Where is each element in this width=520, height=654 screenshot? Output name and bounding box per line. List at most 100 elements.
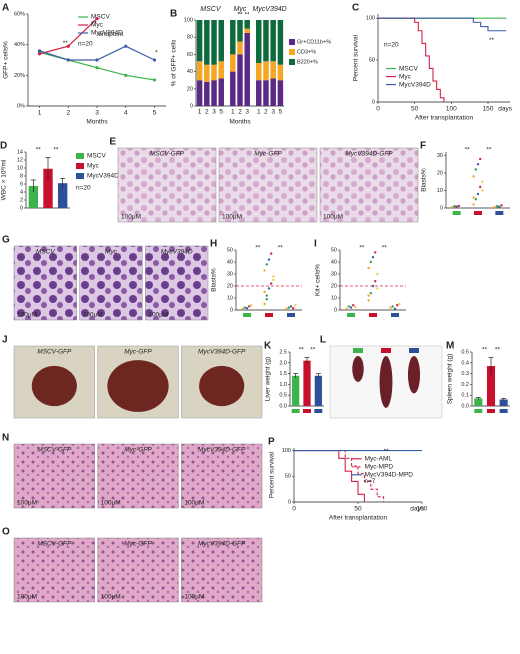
legend-label: Gr+CD11b+% xyxy=(297,39,331,45)
point xyxy=(95,17,99,21)
y-tick-label: 4 xyxy=(20,189,23,195)
y-tick-label: 8 xyxy=(20,173,23,179)
caption: Myc xyxy=(105,249,118,256)
dot xyxy=(367,266,370,270)
x-tick-label: 2 xyxy=(66,110,70,117)
panel-label: G xyxy=(2,235,10,246)
dot xyxy=(479,185,482,189)
y-tick-label: 2.5 xyxy=(279,349,287,355)
bar-segment xyxy=(263,80,269,106)
dot xyxy=(474,168,477,171)
caption: MycV394D xyxy=(161,249,193,256)
x-tick-label: 2 xyxy=(264,109,268,116)
legend-swatch xyxy=(76,153,84,159)
bar-segment xyxy=(230,54,236,72)
bar-segment xyxy=(270,61,276,79)
bar xyxy=(303,360,311,406)
dot xyxy=(493,205,497,209)
bar-segment xyxy=(237,54,243,106)
liver xyxy=(199,365,245,407)
y-tick-label: 0.5 xyxy=(279,393,287,399)
x-tick-label: 5 xyxy=(219,109,223,116)
dot xyxy=(243,306,246,309)
point xyxy=(152,78,157,82)
dot xyxy=(376,272,379,276)
bar-segment xyxy=(196,80,203,106)
y-tick-label: 30 xyxy=(331,271,337,277)
group-swatch xyxy=(499,409,508,413)
scale-label: 100μM xyxy=(83,312,103,319)
bar-segment xyxy=(204,20,210,65)
annotation: ** xyxy=(382,244,388,251)
bar-segment xyxy=(256,20,262,63)
y-tick-label: 2 xyxy=(20,197,23,203)
y-tick-label: 40 xyxy=(187,69,193,75)
micrograph xyxy=(117,147,217,223)
scale-label: 100μM xyxy=(121,214,141,221)
annotation: ** xyxy=(486,146,492,153)
dot xyxy=(476,163,480,166)
y-axis-label: GFP+ cells% xyxy=(3,41,10,79)
y-tick-label: 1.5 xyxy=(279,371,287,377)
spleen xyxy=(352,356,364,382)
dot xyxy=(272,275,275,278)
dot xyxy=(500,204,503,207)
bar-segment xyxy=(218,78,224,106)
dot xyxy=(292,307,295,310)
y-axis-label: WBC × 10³/ml xyxy=(1,159,8,200)
micrograph xyxy=(13,537,95,603)
y-tick-label: 40% xyxy=(14,42,25,48)
point xyxy=(95,66,99,70)
legend-swatch xyxy=(76,173,84,179)
dot xyxy=(367,294,370,297)
group-swatch xyxy=(474,211,482,215)
panel-label: D xyxy=(0,141,7,152)
bar-segment xyxy=(196,61,203,81)
legend-label: Myc-AML xyxy=(365,456,393,463)
bar-segment xyxy=(256,80,262,106)
bar xyxy=(292,375,300,406)
caption: Myc-GFP xyxy=(124,541,152,548)
annotation: * xyxy=(155,49,158,56)
annotation: ** xyxy=(255,244,261,251)
annotation: ** xyxy=(482,347,488,354)
y-tick-label: 60 xyxy=(187,52,193,58)
dot xyxy=(367,299,370,302)
scale-label: 100μM xyxy=(323,214,343,221)
panel-label: F xyxy=(420,141,426,152)
y-tick-label: 60% xyxy=(14,11,25,17)
dot xyxy=(495,205,499,208)
legend-label: MycV394D xyxy=(91,30,123,37)
dot xyxy=(354,305,357,309)
bar-segment xyxy=(277,80,284,106)
bar xyxy=(474,398,483,406)
y-tick-label: 12 xyxy=(17,157,23,163)
y-tick-label: 100 xyxy=(282,448,291,454)
y-tick-label: 10 xyxy=(437,188,443,194)
x-tick-label: 50 xyxy=(411,106,419,113)
spleen xyxy=(379,356,393,408)
x-tick-label: 3 xyxy=(271,109,275,116)
bar-segment xyxy=(270,20,276,62)
scale-label: 100μM xyxy=(184,594,204,601)
point xyxy=(124,73,128,77)
annotation: ** xyxy=(63,40,69,47)
point xyxy=(66,58,70,62)
x-axis-label: Months xyxy=(229,119,251,126)
micrograph xyxy=(181,443,263,509)
panel-label: E xyxy=(109,137,116,148)
dot xyxy=(393,307,397,310)
legend-label: Myc-MPD xyxy=(365,464,394,471)
y-axis-label: Blasts% xyxy=(421,168,428,192)
x-unit: days xyxy=(498,106,512,113)
annotation: ** xyxy=(465,146,471,153)
x-tick-label: 2 xyxy=(238,109,242,116)
caption: MycV394D-GFP xyxy=(345,151,393,158)
panel-label: H xyxy=(210,239,217,250)
y-tick-label: 20% xyxy=(14,73,25,79)
legend-label: MSCV xyxy=(399,65,418,72)
bar-segment xyxy=(263,20,269,62)
dot xyxy=(245,307,249,310)
dot xyxy=(267,258,271,261)
